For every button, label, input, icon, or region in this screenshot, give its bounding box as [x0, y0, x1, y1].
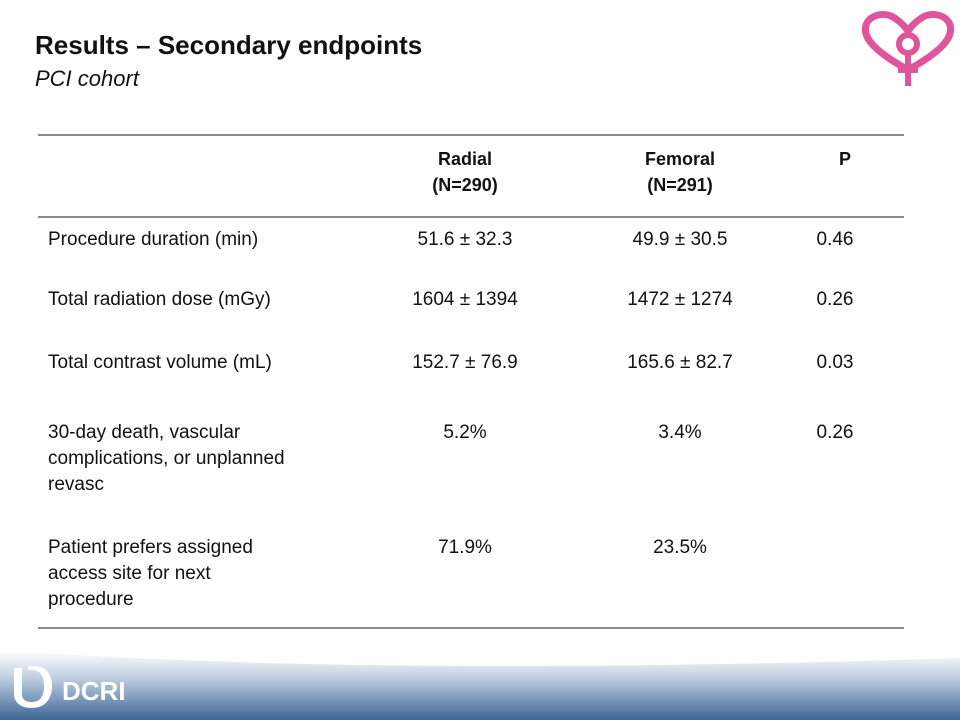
duke-d-logo-icon: DCRI: [14, 666, 126, 708]
slide-title: Results – Secondary endpoints: [35, 30, 423, 60]
header-p-label: P: [838, 149, 851, 169]
row-radial-value: 5.2%: [443, 422, 487, 443]
row-label-multiline: 30-day death, vascular complications, or…: [48, 420, 363, 498]
header-radial-n: (N=290): [432, 175, 498, 195]
row-label-line: access site for next: [48, 563, 211, 584]
row-radial-value: 1604 ± 1394: [412, 289, 518, 310]
slide-subtitle: PCI cohort: [35, 66, 139, 91]
row-femoral-value: 1472 ± 1274: [627, 289, 733, 310]
header-femoral-name: Femoral: [644, 149, 716, 169]
header-rule: [38, 216, 904, 218]
row-p-value: 0.26: [816, 422, 854, 443]
row-femoral-value: 49.9 ± 30.5: [632, 229, 728, 250]
row-label-line: complications, or unplanned: [48, 448, 285, 469]
row-p-value: 0.03: [816, 352, 854, 373]
row-femoral-value: 3.4%: [658, 422, 702, 443]
row-p-value: 0.46: [816, 229, 854, 250]
row-femoral-value: 165.6 ± 82.7: [627, 352, 733, 373]
header-p: P: [800, 146, 890, 172]
row-label-line: Patient prefers assigned: [48, 537, 253, 558]
row-label-multiline: Patient prefers assigned access site for…: [48, 535, 363, 613]
header-femoral: Femoral (N=291): [595, 146, 765, 198]
row-label: Procedure duration (min): [48, 229, 259, 250]
row-label: Total contrast volume (mL): [48, 352, 272, 373]
header-radial: Radial (N=290): [380, 146, 550, 198]
row-label-line: 30-day death, vascular: [48, 422, 241, 443]
row-radial-value: 71.9%: [438, 537, 492, 558]
footer-band: [0, 650, 960, 720]
row-femoral-value: 23.5%: [653, 537, 707, 558]
dcri-logo-text: DCRI: [62, 676, 126, 706]
row-radial-value: 152.7 ± 76.9: [412, 352, 518, 373]
heart-venus-logo-icon: [861, 10, 955, 86]
row-radial-value: 51.6 ± 32.3: [417, 229, 513, 250]
row-p-value: 0.26: [816, 289, 854, 310]
header-radial-name: Radial: [437, 149, 493, 169]
row-label-line: revasc: [48, 474, 104, 495]
row-label: Total radiation dose (mGy): [48, 289, 271, 310]
row-label-line: procedure: [48, 589, 134, 610]
table-top-rule: [38, 134, 904, 136]
table-bottom-rule: [38, 627, 904, 629]
header-femoral-n: (N=291): [647, 175, 713, 195]
